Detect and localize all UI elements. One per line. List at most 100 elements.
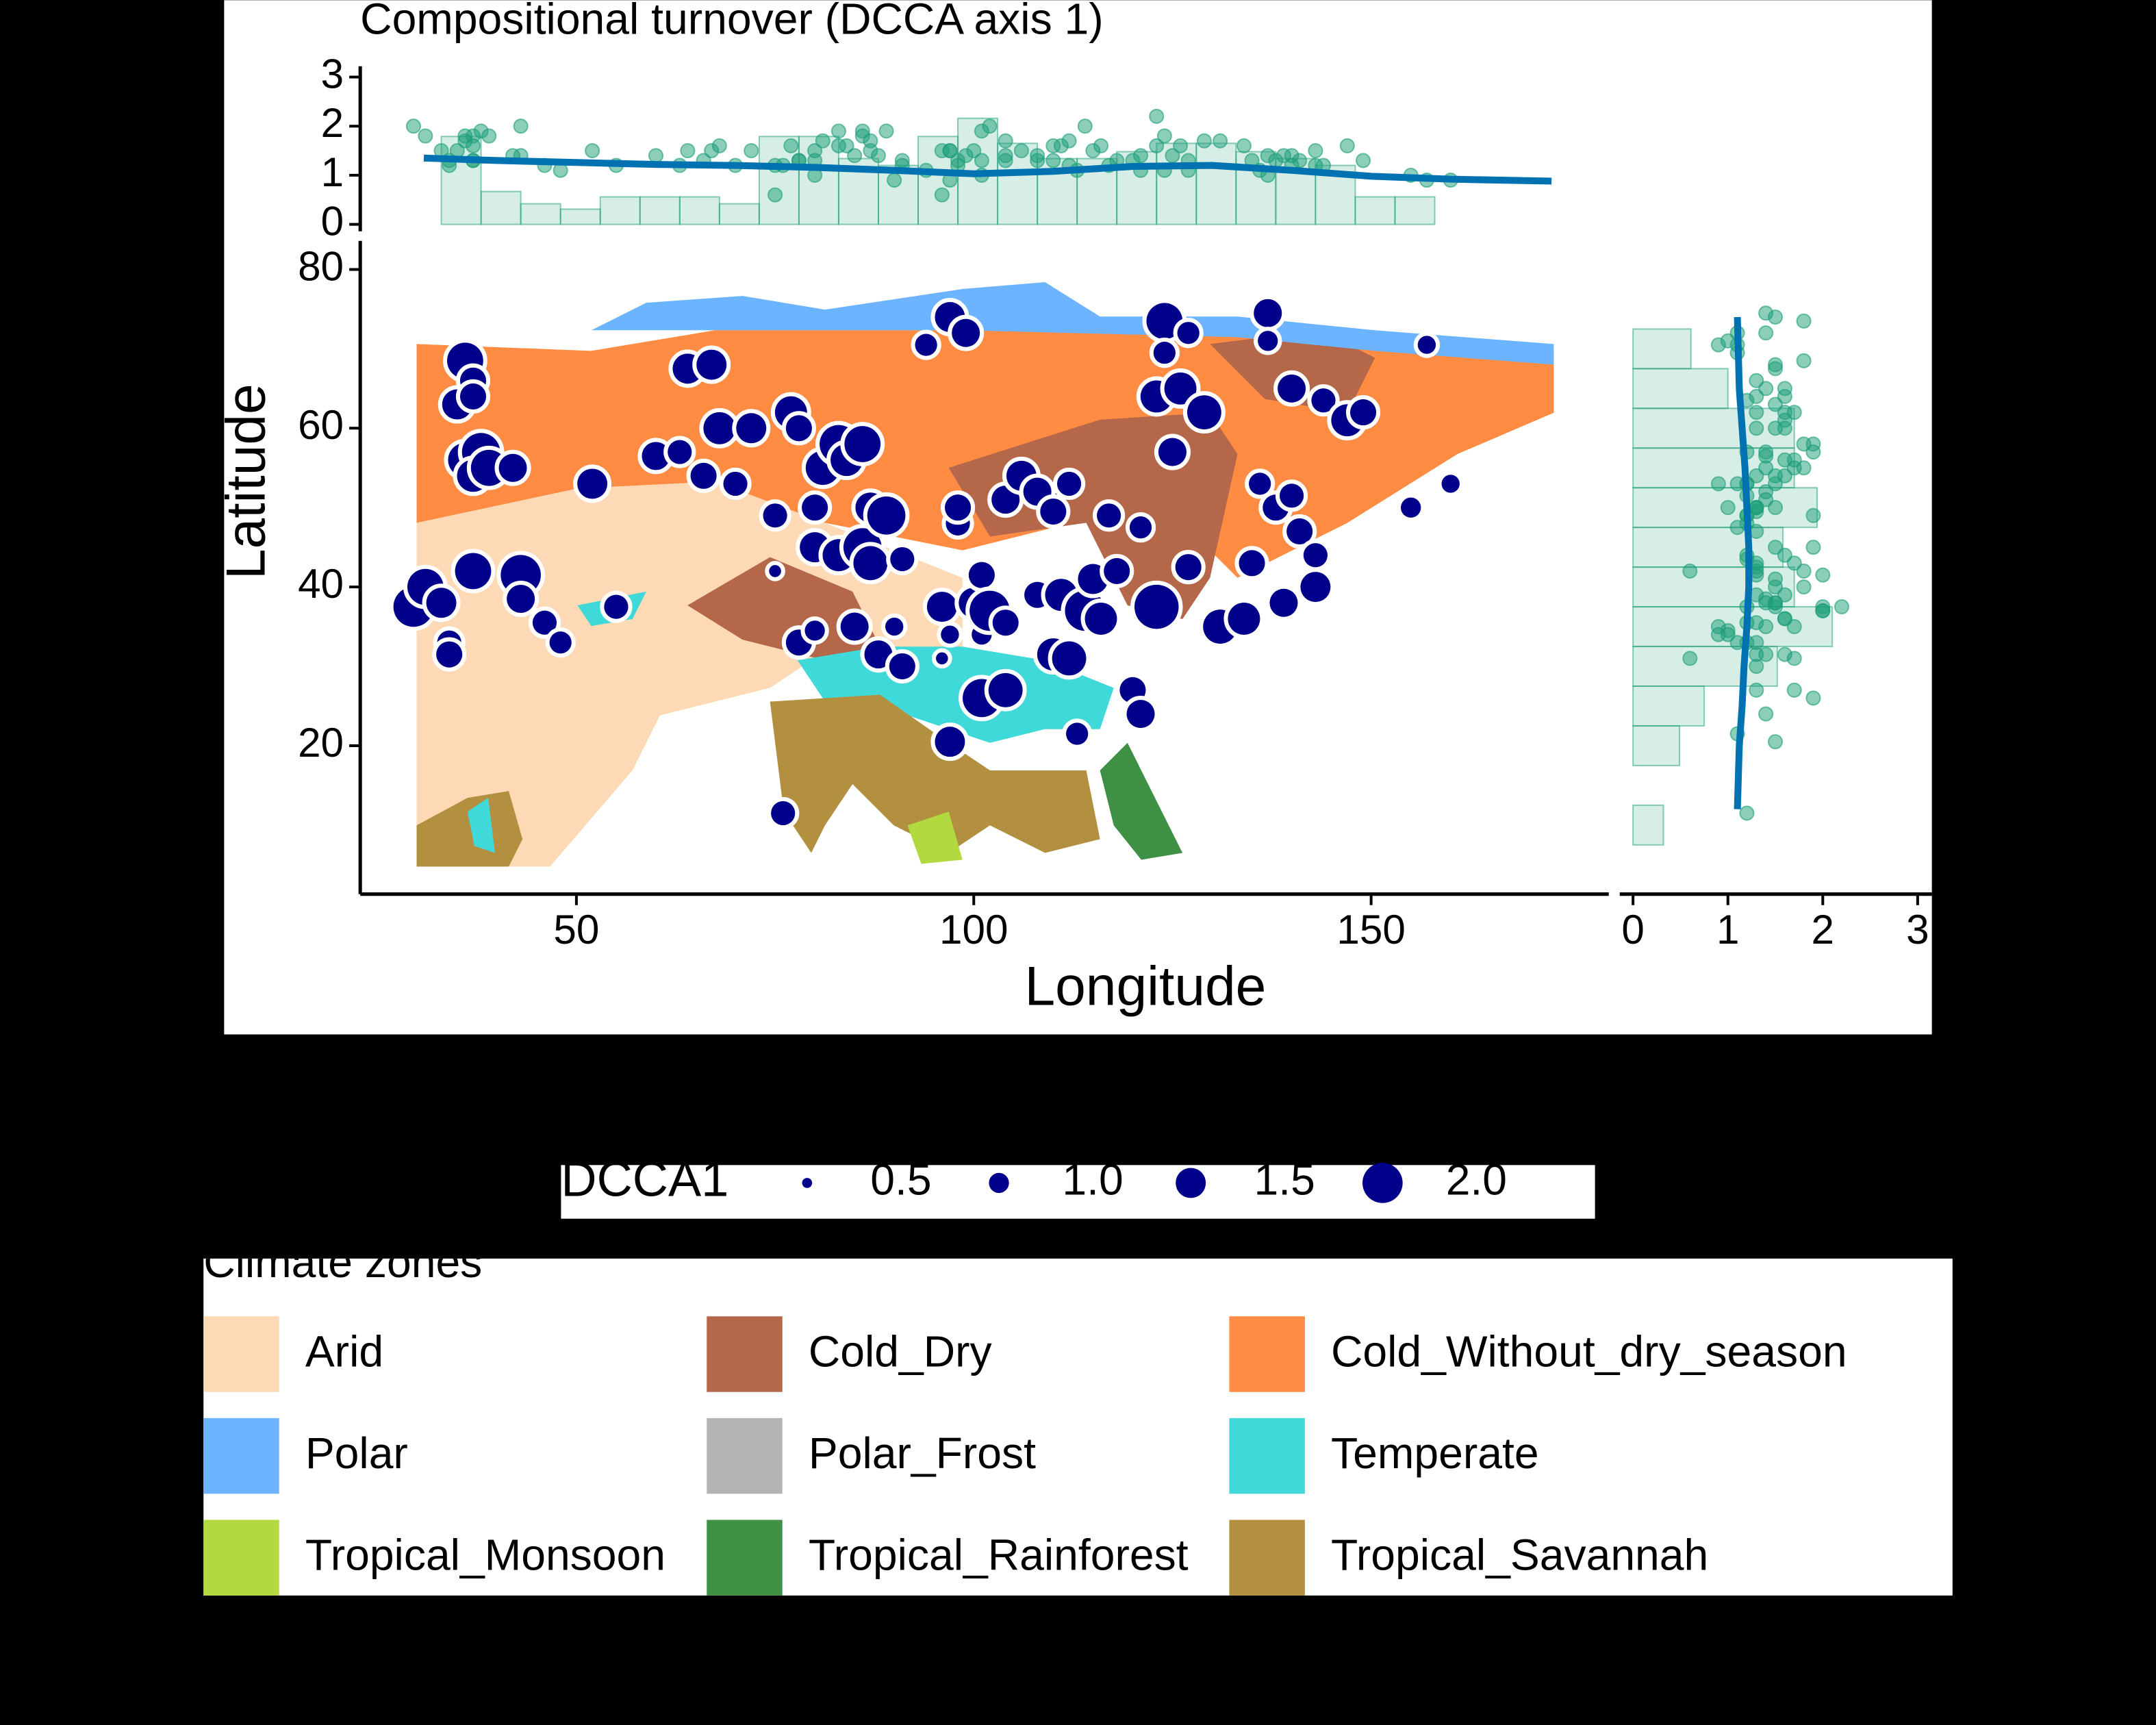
site-point	[932, 648, 952, 669]
fill-legend-key	[203, 1316, 279, 1392]
fill-legend-key	[707, 1316, 783, 1392]
site-point	[573, 464, 612, 503]
site-point	[767, 796, 800, 830]
fill-legend-key	[1229, 1316, 1305, 1392]
fill-legend-label: Tropical_Monsoon	[305, 1531, 665, 1580]
top-y-tick-label: 0	[321, 198, 344, 244]
site-point	[455, 379, 491, 414]
top-margin-point	[1149, 138, 1165, 153]
size-legend-key	[989, 1172, 1009, 1194]
right-x-tick-label: 3	[1906, 906, 1929, 953]
fill-legend-key	[203, 1418, 279, 1494]
zone-rainforest	[1100, 742, 1183, 860]
top-margin-point	[680, 143, 696, 159]
site-point	[849, 542, 892, 585]
site-point	[1437, 470, 1464, 497]
site-point	[781, 411, 816, 446]
top-margin-point	[998, 133, 1013, 149]
right-margin-point	[1710, 476, 1726, 492]
zone-temperate	[467, 798, 495, 853]
top-margin-point	[934, 187, 950, 203]
right-margin-point	[1796, 313, 1812, 329]
site-point	[1273, 370, 1310, 407]
right-margin-point	[1815, 567, 1831, 583]
site-point	[984, 668, 1027, 712]
size-legend-label: 2.0	[1446, 1155, 1507, 1204]
top-margin-point	[1030, 153, 1045, 168]
size-legend-label: 1.5	[1254, 1155, 1315, 1204]
site-point	[1130, 580, 1183, 633]
site-point	[885, 649, 920, 684]
site-point	[940, 490, 976, 525]
top-y-tick-label: 2	[321, 99, 344, 146]
top-hist-bar	[1394, 196, 1436, 225]
right-margin-point	[1805, 690, 1821, 706]
fill-legend-key	[707, 1418, 783, 1494]
top-margin-point	[1053, 138, 1069, 153]
site-point	[1182, 391, 1226, 434]
top-margin-point	[1339, 138, 1355, 153]
zone-savannah	[416, 791, 523, 867]
right-margin-point	[1729, 520, 1745, 536]
fill-legend-label: Temperate	[1331, 1428, 1539, 1478]
right-margin-point	[1682, 651, 1698, 666]
site-point	[1052, 467, 1086, 501]
top-hist-bar	[559, 208, 601, 225]
top-margin-point	[1355, 153, 1371, 168]
site-point	[719, 467, 752, 501]
top-margin-point	[768, 187, 783, 203]
site-point	[1036, 494, 1071, 529]
right-margin-point	[1749, 405, 1764, 420]
site-point	[1254, 327, 1282, 355]
right-margin-point	[1758, 305, 1774, 321]
top-margin-point	[405, 118, 421, 134]
top-margin-point	[585, 143, 600, 159]
site-point	[1275, 479, 1308, 512]
right-x-tick-label: 1	[1716, 906, 1740, 953]
top-margin-point	[783, 138, 799, 153]
fill-legend-box	[203, 1258, 1953, 1596]
site-point	[528, 606, 561, 639]
size-legend-box	[561, 1165, 1595, 1219]
site-point	[930, 722, 969, 761]
right-hist-bar	[1632, 368, 1729, 410]
site-point	[1234, 546, 1269, 581]
top-hist-bar	[520, 203, 561, 225]
top-margin-point	[1173, 138, 1189, 153]
y-tick-label: 20	[298, 719, 344, 766]
size-legend-title: DCCA1	[561, 1153, 728, 1207]
site-point	[765, 561, 785, 581]
fill-legend-label: Tropical_Savannah	[1331, 1531, 1708, 1580]
right-margin-point	[1749, 615, 1764, 631]
right-margin-point	[1758, 706, 1774, 722]
size-legend-label: 0.5	[870, 1155, 931, 1204]
size-legend-label: 1.0	[1062, 1155, 1123, 1204]
top-margin-point	[481, 128, 497, 144]
right-margin-point	[1777, 381, 1792, 396]
top-hist-bar	[678, 196, 720, 225]
site-point	[663, 436, 696, 468]
top-margin-point	[1276, 148, 1292, 164]
right-x-tick-label: 0	[1621, 906, 1645, 953]
site-point	[1160, 368, 1201, 409]
top-margin-point	[1077, 118, 1093, 134]
site-point	[432, 637, 467, 672]
site-point	[1307, 384, 1340, 417]
site-point	[1154, 433, 1191, 470]
top-margin-point	[1236, 138, 1252, 153]
right-margin-point	[1786, 555, 1802, 571]
size-legend-key	[1176, 1168, 1206, 1198]
size-legend-key	[1362, 1163, 1403, 1203]
site-point	[886, 542, 919, 576]
site-point	[1062, 718, 1093, 749]
top-margin-point	[942, 143, 958, 159]
right-margin-point	[1682, 563, 1698, 579]
zone-arid	[416, 481, 963, 867]
right-margin-point	[1758, 444, 1774, 460]
site-point	[1413, 331, 1441, 358]
site-point	[1244, 468, 1276, 499]
zone-polar	[591, 282, 1554, 365]
right-x-tick-label: 2	[1812, 906, 1835, 953]
